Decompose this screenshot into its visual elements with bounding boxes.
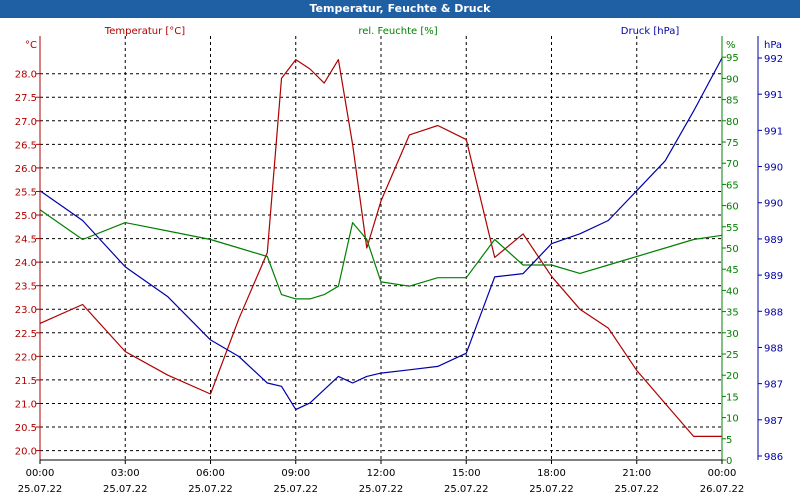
ytick-label-humidity: 70 (726, 159, 739, 170)
ytick-label-humidity: 45 (726, 265, 739, 276)
xtick-label-time: 09:00 (281, 468, 310, 479)
ytick-label-pressure: 990 (764, 163, 783, 174)
ytick-label-left: 25.5 (15, 187, 37, 198)
ytick-label-left: 27.5 (15, 93, 37, 104)
ytick-label-left: 27.0 (15, 117, 37, 128)
ytick-label-pressure: 988 (764, 343, 783, 354)
ytick-label-left: 26.0 (15, 164, 37, 175)
ytick-label-left: 23.0 (15, 305, 37, 316)
ytick-label-left: 21.5 (15, 376, 37, 387)
ytick-label-humidity: 90 (726, 74, 739, 85)
ytick-label-humidity: 20 (726, 371, 739, 382)
chart-svg: 20.0 20.5 21.0 21.5 22.0 22.5 23.0 23.5 24.0 24.5… (15, 26, 783, 495)
ytick-label-pressure: 990 (764, 199, 783, 210)
ytick-label-pressure: 988 (764, 307, 783, 318)
xtick-label-time: 15:00 (452, 468, 481, 479)
series-line-humidity (39, 209, 723, 300)
ytick-label-left: 22.5 (15, 329, 37, 340)
ytick-label-pressure: 992 (764, 54, 783, 65)
series-line-temperature (39, 58, 722, 437)
ytick-label-pressure: 987 (764, 380, 783, 391)
ytick-label-pressure: 991 (764, 126, 783, 137)
labels-group: 20.0 20.5 21.0 21.5 22.0 22.5 23.0 23.5 24.0 24.5… (15, 26, 783, 495)
ytick-label-left: 20.5 (15, 423, 37, 434)
ytick-label-humidity: 0 (726, 456, 732, 467)
ytick-label-pressure: 991 (764, 90, 783, 101)
ytick-label-humidity: 25 (726, 350, 739, 361)
legend-label: Temperatur [°C] (104, 26, 185, 37)
xtick-label-date: 25.07.22 (18, 484, 63, 495)
xtick-label-date: 26.07.22 (700, 484, 745, 495)
ytick-label-left: 24.5 (15, 235, 37, 246)
ytick-label-humidity: 75 (726, 138, 739, 149)
axis-unit-pressure: hPa (764, 40, 782, 51)
ytick-label-left: 20.0 (15, 447, 37, 458)
ytick-label-left: 25.0 (15, 211, 37, 222)
ytick-label-humidity: 55 (726, 223, 739, 234)
xtick-label-time: 06:00 (196, 468, 225, 479)
xtick-label-time: 00:00 (26, 468, 55, 479)
ytick-label-humidity: 95 (726, 53, 739, 64)
series-group (39, 57, 723, 437)
xtick-label-date: 25.07.22 (444, 484, 489, 495)
legend-label: Druck [hPa] (621, 26, 680, 37)
ytick-label-pressure: 986 (764, 452, 783, 463)
ytick-label-left: 22.0 (15, 352, 37, 363)
ytick-label-humidity: 65 (726, 180, 739, 191)
xtick-label-date: 25.07.22 (359, 484, 404, 495)
ytick-label-humidity: 35 (726, 308, 739, 319)
ytick-label-left: 24.0 (15, 258, 37, 269)
ytick-label-left: 23.5 (15, 282, 37, 293)
ytick-label-humidity: 30 (726, 329, 739, 340)
axis-unit-humidity: % (726, 40, 736, 51)
ytick-label-humidity: 85 (726, 96, 739, 107)
series-line-pressure (39, 57, 723, 411)
xtick-label-time: 21:00 (622, 468, 651, 479)
ytick-label-pressure: 987 (764, 416, 783, 427)
xtick-label-time: 12:00 (367, 468, 396, 479)
axes-group (36, 36, 762, 464)
xtick-label-date: 25.07.22 (614, 484, 659, 495)
window-title: Temperatur, Feuchte & Druck (0, 0, 800, 18)
ytick-label-humidity: 10 (726, 414, 739, 425)
xtick-label-date: 25.07.22 (103, 484, 148, 495)
ytick-label-left: 26.5 (15, 140, 37, 151)
ytick-label-humidity: 50 (726, 244, 739, 255)
xtick-label-time: 03:00 (111, 468, 140, 479)
xtick-label-time: 18:00 (537, 468, 566, 479)
ytick-label-pressure: 989 (764, 271, 783, 282)
ytick-label-left: 21.0 (15, 399, 37, 410)
ytick-label-humidity: 15 (726, 392, 739, 403)
ytick-label-pressure: 989 (764, 235, 783, 246)
xtick-label-date: 25.07.22 (529, 484, 574, 495)
ytick-label-humidity: 60 (726, 202, 739, 213)
xtick-label-date: 25.07.22 (273, 484, 318, 495)
ytick-label-humidity: 80 (726, 117, 739, 128)
ytick-label-humidity: 40 (726, 286, 739, 297)
xtick-label-time: 00:00 (708, 468, 737, 479)
ytick-label-left: 28.0 (15, 70, 37, 81)
axis-unit-left: °C (25, 40, 37, 51)
grid (39, 36, 723, 460)
xtick-label-date: 25.07.22 (188, 484, 233, 495)
ytick-label-humidity: 5 (726, 435, 732, 446)
legend-label: rel. Feuchte [%] (358, 26, 437, 37)
